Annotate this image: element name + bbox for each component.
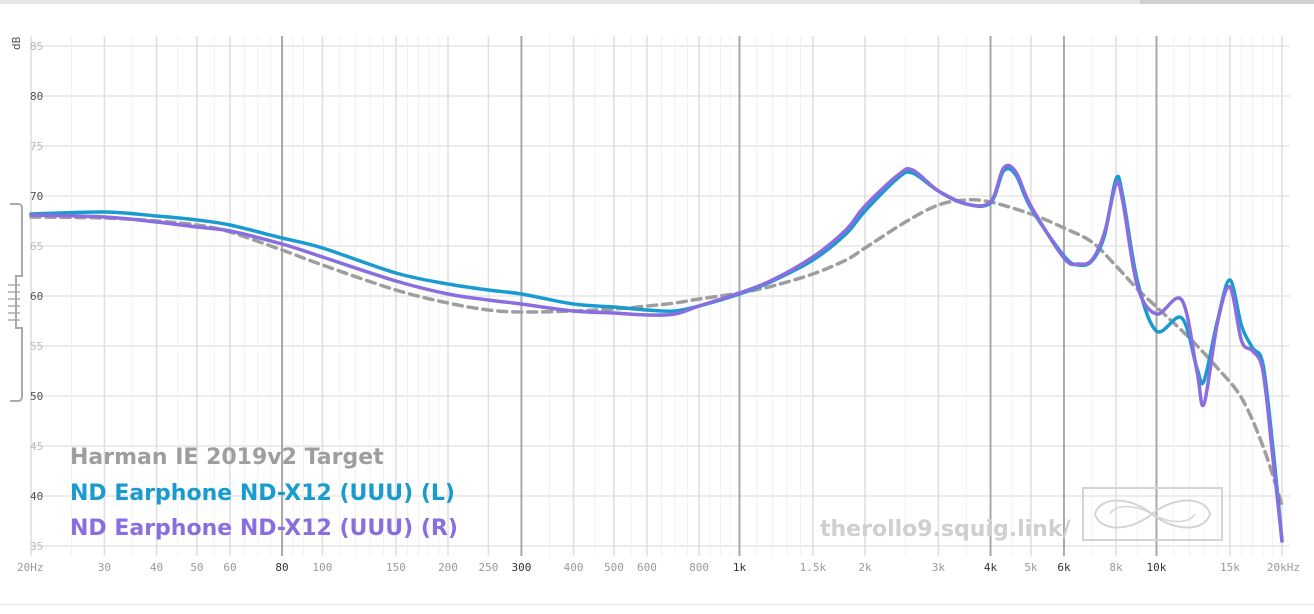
top-progress-bar xyxy=(0,0,1314,4)
bottom-divider xyxy=(0,604,1314,605)
legend-item-left[interactable]: ND Earphone ND-X12 (UUU) (L) xyxy=(70,481,455,506)
x-tick-label: 10k xyxy=(1147,561,1167,574)
x-tick-label: 200 xyxy=(438,561,458,574)
y-tick-label: 75 xyxy=(30,140,43,153)
y-tick-label: 65 xyxy=(30,240,43,253)
watermark-logo xyxy=(1082,487,1223,541)
y-tick-label: 45 xyxy=(30,440,43,453)
x-tick-label: 4k xyxy=(984,561,998,574)
x-tick-label: 800 xyxy=(689,561,709,574)
x-tick-label: 20Hz xyxy=(17,561,44,574)
x-tick-label: 1.5k xyxy=(800,561,827,574)
series-right-line xyxy=(29,163,1284,543)
legend-item-target[interactable]: Harman IE 2019v2 Target xyxy=(70,445,384,470)
y-tick-labels: 85 80 75 70 65 60 55 50 45 40 35 xyxy=(30,40,43,553)
y-tick-label: 70 xyxy=(30,190,43,203)
grid-layer xyxy=(30,36,1290,556)
top-progress-accent xyxy=(1140,0,1314,4)
y-tick-label: 35 xyxy=(30,540,43,553)
x-tick-label: 80 xyxy=(275,561,288,574)
x-tick-label: 60 xyxy=(223,561,236,574)
y-tick-label: 80 xyxy=(30,90,43,103)
series-layer xyxy=(29,163,1284,543)
legend-item-right[interactable]: ND Earphone ND-X12 (UUU) (R) xyxy=(70,516,458,541)
x-tick-label: 40 xyxy=(150,561,163,574)
watermark-text: therollo9.squig.link/ xyxy=(820,517,1071,542)
x-tick-label: 5k xyxy=(1024,561,1038,574)
x-tick-label: 15k xyxy=(1220,561,1240,574)
x-tick-label: 1k xyxy=(733,561,747,574)
x-tick-label: 250 xyxy=(478,561,498,574)
x-tick-label: 300 xyxy=(511,561,531,574)
x-tick-label: 50 xyxy=(190,561,203,574)
x-tick-labels: 20Hz 30 40 50 60 80 100 150 200 250 300 400 500 600 80… xyxy=(17,561,1300,574)
legend: Harman IE 2019v2 Target ND Earphone ND-X… xyxy=(70,445,458,541)
y-axis-label: dB xyxy=(10,36,23,50)
y-tick-label: 55 xyxy=(30,340,43,353)
x-tick-label: 600 xyxy=(637,561,657,574)
x-tick-label: 20kHz xyxy=(1267,561,1300,574)
y-tick-label: 85 xyxy=(30,40,43,53)
x-tick-label: 2k xyxy=(858,561,872,574)
x-tick-label: 150 xyxy=(386,561,406,574)
y-tick-label: 60 xyxy=(30,290,43,303)
x-tick-label: 30 xyxy=(98,561,111,574)
x-tick-label: 6k xyxy=(1057,561,1071,574)
y-tick-label: 50 xyxy=(30,390,43,403)
y-scale-drag-handle[interactable] xyxy=(8,203,23,402)
x-tick-label: 8k xyxy=(1109,561,1123,574)
x-tick-label: 400 xyxy=(564,561,584,574)
x-tick-label: 500 xyxy=(604,561,624,574)
x-tick-label: 100 xyxy=(313,561,333,574)
x-tick-label: 3k xyxy=(932,561,946,574)
y-tick-label: 40 xyxy=(30,490,43,503)
